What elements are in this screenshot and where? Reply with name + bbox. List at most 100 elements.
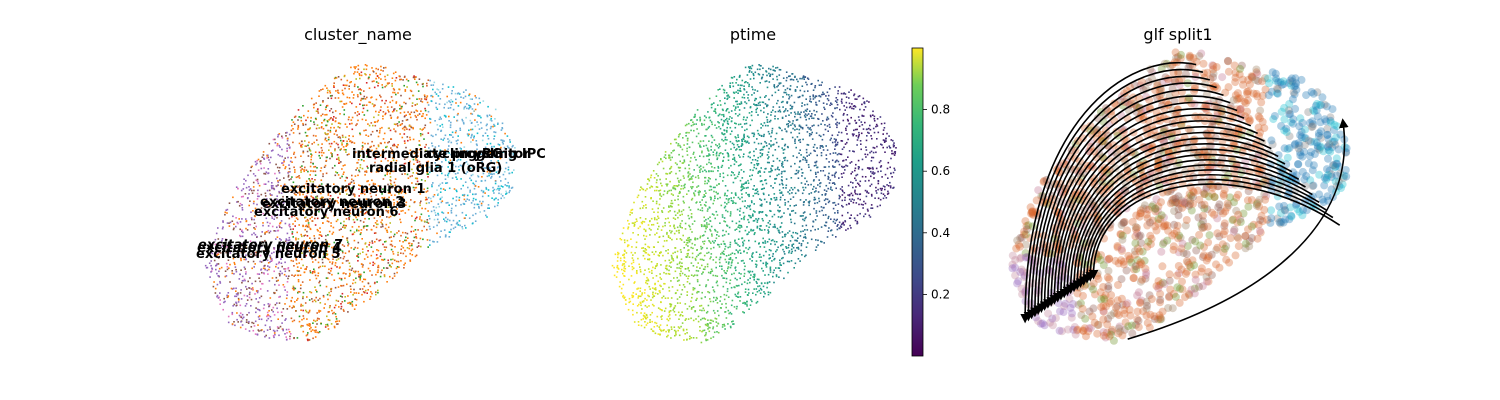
ptime-point [749,66,752,68]
ptime-point [659,324,662,326]
cluster-point [349,123,351,125]
cluster-point [416,103,418,105]
ptime-point [768,254,771,256]
ptime-point [711,240,714,243]
ptime-point [706,247,708,250]
cluster-point [363,291,366,294]
cluster-point [266,319,268,322]
ptime-point [748,206,751,208]
cluster-point [314,213,316,215]
cluster-point [322,100,324,102]
cluster-point [323,118,326,121]
ptime-point [825,203,827,205]
ptime-point [789,78,792,81]
cluster-point [486,175,489,178]
cluster-point [329,195,332,197]
ptime-point [737,89,739,92]
cluster-point [393,123,396,125]
ptime-point [813,143,816,146]
ptime-point [839,153,842,155]
cluster-point [302,295,304,298]
cluster-point [404,239,406,242]
cluster-point [424,180,426,182]
ptime-point [671,258,673,260]
cluster-point [368,218,370,220]
cluster-point [349,209,351,212]
cluster-point [336,200,338,202]
cluster-point [360,99,362,102]
ptime-point [827,201,830,204]
cluster-point [371,80,374,83]
cluster-point [305,195,308,197]
cluster-point [470,135,473,137]
ptime-point [674,314,677,316]
ptime-point [720,166,723,168]
ptime-point [668,157,670,159]
cluster-point [444,178,447,180]
cluster-point [320,167,323,169]
ptime-point [857,137,860,139]
cluster-point [510,187,513,189]
cluster-point [380,69,382,71]
ptime-point [813,196,816,199]
cluster-point [338,306,340,308]
cluster-point [395,267,398,270]
cluster-point [409,252,411,255]
ptime-point [676,226,679,229]
cluster-point [364,64,367,66]
cluster-point [235,290,237,292]
ptime-point [804,233,806,236]
cluster-point [418,164,421,166]
cluster-point [412,126,414,129]
cluster-point [314,259,317,261]
cluster-point [243,294,246,297]
cluster-point [311,216,313,218]
cluster-point [439,98,442,100]
cluster-point [240,189,243,192]
cluster-point [239,202,242,205]
ptime-point [664,222,666,224]
cluster-point [401,173,403,175]
cluster-point [356,200,359,202]
cluster-point [381,269,383,272]
cluster-point [389,222,391,224]
cluster-point [357,213,360,216]
ptime-point [670,193,673,195]
cluster-point [308,309,311,312]
cluster-point [497,160,499,162]
cluster-point [300,258,303,261]
ptime-point [692,181,694,184]
cluster-point [414,217,417,220]
ptime-point [644,189,647,192]
cluster-point [438,152,440,155]
cluster-point [236,201,238,203]
cluster-point [351,226,354,228]
ptime-point [643,292,646,294]
cluster-point [272,187,274,189]
cluster-point [469,177,471,180]
cluster-point [368,76,370,79]
cluster-point [338,277,341,280]
ptime-point [649,288,651,290]
cluster-point [312,163,314,165]
cluster-point [262,307,265,310]
cluster-point [435,133,437,136]
cluster-point [304,268,306,270]
ptime-point [753,133,756,136]
cluster-point [292,197,294,200]
ptime-point [796,232,799,235]
cluster-point [211,252,214,255]
cluster-point [427,222,430,224]
ptime-point [777,209,779,212]
ptime-point [753,92,755,94]
cluster-point [300,303,302,306]
ptime-point [822,133,825,136]
ptime-point [717,89,719,91]
cluster-point [272,210,275,213]
ptime-point [753,164,756,166]
cluster-point [486,115,489,118]
cluster-point [243,183,245,185]
cluster-point [399,165,402,168]
ptime-point [711,141,713,144]
ptime-point [645,324,648,326]
